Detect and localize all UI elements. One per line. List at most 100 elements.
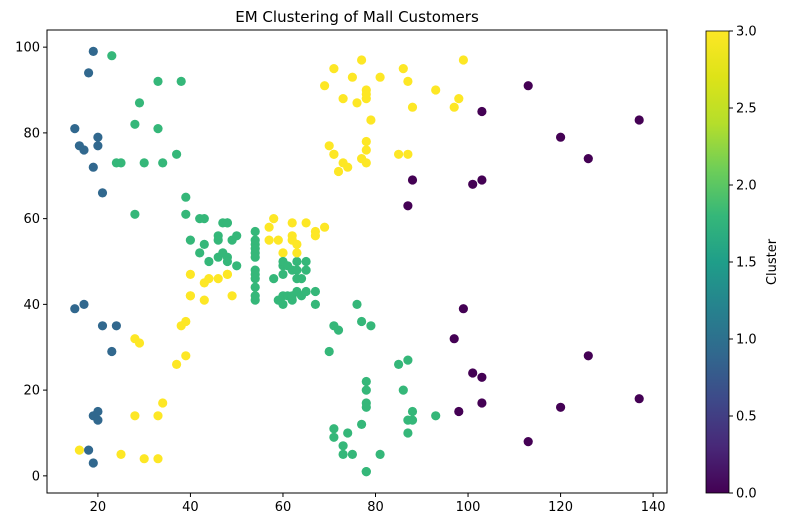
data-point (333, 325, 344, 335)
data-point (273, 235, 283, 245)
data-point (407, 415, 418, 425)
x-tick-label: 40 (182, 500, 199, 515)
data-point (320, 81, 330, 91)
data-point (130, 209, 140, 219)
y-tick-label: 60 (23, 212, 40, 227)
data-point (361, 402, 371, 412)
data-point (357, 419, 367, 429)
data-point (394, 359, 404, 369)
data-point (199, 214, 209, 224)
data-point (269, 214, 279, 224)
data-point (583, 154, 593, 164)
x-tick-label: 140 (641, 500, 666, 515)
data-point (357, 316, 367, 327)
data-point (523, 81, 533, 91)
data-point (213, 235, 223, 245)
data-point (185, 291, 195, 301)
colorbar-tick-label: 2.0 (736, 179, 757, 194)
data-point (185, 269, 195, 279)
data-point (181, 192, 191, 202)
data-point (222, 218, 232, 228)
x-tick-label: 80 (367, 500, 384, 515)
colorbar-label: Cluster (765, 238, 780, 285)
data-point (343, 428, 353, 438)
data-point (153, 411, 163, 421)
data-point (458, 55, 468, 65)
data-point (324, 346, 334, 357)
data-point (172, 149, 182, 159)
x-tick-label: 120 (548, 500, 573, 515)
data-point (375, 449, 385, 459)
data-point (287, 218, 297, 228)
data-point (454, 406, 464, 417)
data-point (232, 261, 242, 271)
data-point (84, 68, 94, 78)
data-point (320, 222, 330, 232)
data-point (176, 76, 186, 86)
data-point (333, 166, 344, 177)
data-point (407, 175, 418, 185)
data-point (301, 286, 311, 297)
colorbar-tick-label: 1.5 (736, 256, 757, 271)
data-point (111, 321, 121, 331)
data-point (116, 449, 126, 459)
data-point (310, 299, 320, 309)
data-point (134, 98, 145, 108)
x-tick-label: 20 (90, 500, 107, 515)
data-point (329, 432, 339, 442)
data-point (556, 132, 566, 142)
data-point (634, 115, 644, 125)
data-point (250, 226, 260, 237)
data-points (70, 46, 644, 477)
data-point (468, 179, 478, 189)
data-point (88, 458, 98, 468)
data-point (158, 398, 168, 408)
data-point (477, 175, 487, 185)
data-point (199, 295, 209, 305)
data-point (366, 115, 376, 125)
data-point (185, 235, 195, 245)
data-point (449, 102, 459, 112)
chart-title: EM Clustering of Mall Customers (235, 8, 479, 26)
colorbar-tick-label: 3.0 (736, 25, 757, 40)
data-point (287, 231, 297, 241)
data-point (250, 252, 260, 262)
data-point (458, 304, 468, 314)
data-point (398, 64, 408, 74)
data-point (88, 162, 98, 172)
data-point (292, 239, 302, 249)
data-point (403, 149, 413, 159)
data-point (329, 64, 339, 74)
data-point (250, 282, 260, 292)
data-point (329, 149, 339, 159)
data-point (107, 346, 117, 357)
data-point (97, 321, 108, 331)
data-point (264, 235, 274, 245)
data-point (74, 445, 84, 455)
data-point (556, 402, 566, 412)
data-point (310, 231, 320, 241)
data-point (278, 299, 288, 309)
data-point (250, 274, 260, 284)
data-point (292, 256, 302, 267)
colorbar-tick-label: 1.0 (736, 333, 757, 348)
colorbar-tick-label: 2.5 (736, 102, 757, 117)
data-point (199, 239, 209, 249)
data-point (361, 467, 371, 477)
data-point (477, 398, 487, 408)
data-point (366, 321, 376, 331)
data-point (278, 269, 288, 279)
data-point (278, 248, 288, 258)
y-tick-label: 20 (23, 384, 40, 399)
data-point (634, 394, 644, 404)
data-point (116, 158, 126, 168)
data-point (296, 274, 307, 284)
data-point (153, 76, 163, 86)
data-point (139, 158, 149, 168)
data-point (361, 145, 371, 155)
data-point (352, 299, 362, 309)
data-point (403, 201, 413, 211)
data-point (361, 385, 371, 395)
data-point (468, 368, 478, 378)
data-point (352, 98, 362, 108)
